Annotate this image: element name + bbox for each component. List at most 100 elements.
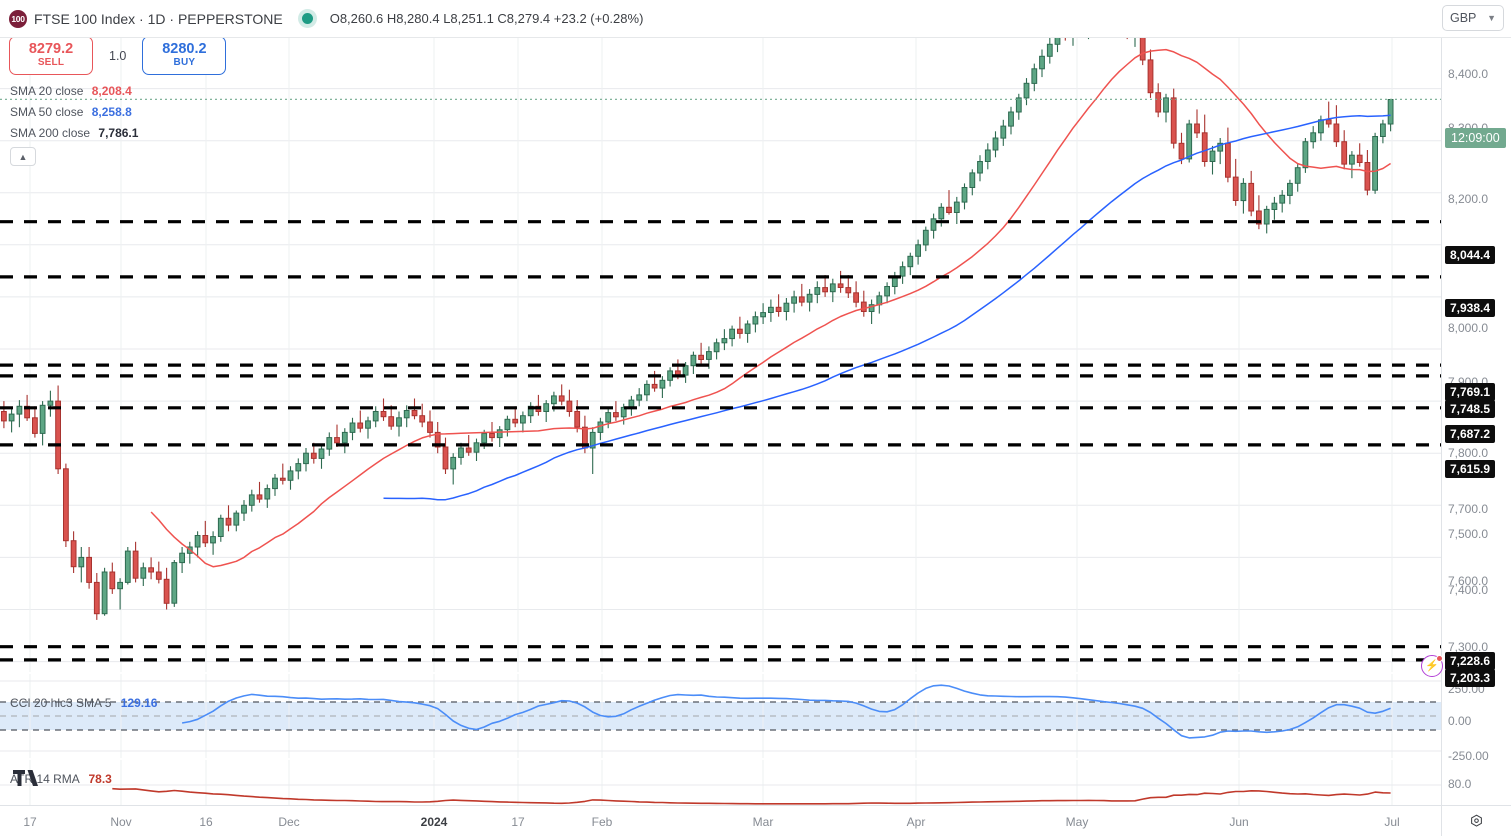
bar-countdown-tag: 12:09:00: [1445, 128, 1506, 148]
legend-sma-50[interactable]: SMA 50 close 8,258.8: [10, 105, 138, 119]
candle-body: [279, 477, 286, 481]
candle-body: [721, 338, 728, 344]
time-axis[interactable]: 17 Nov 16 Dec 2024 17 Feb Mar Apr May Jun Jul: [0, 805, 1511, 836]
candle-body: [132, 550, 139, 579]
candle-body: [798, 296, 805, 303]
candle-body: [953, 201, 960, 214]
time-axis-tick: Mar: [752, 815, 774, 829]
sell-price: 8279.2: [28, 41, 74, 58]
atr-indicator-pane[interactable]: [0, 760, 1441, 805]
symbol-logo-icon: 100: [9, 9, 27, 28]
candle-body: [272, 477, 278, 490]
price-level-tag[interactable]: 8,044.4: [1445, 246, 1496, 264]
cci-line: [181, 684, 1391, 739]
candle-body: [512, 418, 519, 424]
candle-body: [946, 206, 952, 214]
currency-select[interactable]: GBP ▼: [1442, 5, 1504, 31]
price-level-tag[interactable]: 7,748.5: [1445, 400, 1496, 418]
legend-cci[interactable]: CCI 20 hlc3 SMA 5 129.16: [10, 696, 157, 710]
sma-50-line: [383, 114, 1391, 501]
price-chart-pane[interactable]: [0, 0, 1441, 672]
lot-size-input[interactable]: 1.0: [109, 48, 127, 63]
time-axis-tick: Nov: [110, 815, 132, 829]
price-axis-tick: 7,400.0: [1448, 583, 1489, 597]
candle-body: [47, 400, 54, 406]
candle-body: [651, 383, 658, 389]
legend-sma-200[interactable]: SMA 200 close 7,786.1: [10, 126, 138, 140]
legend-sma-20[interactable]: SMA 20 close 8,208.4: [10, 84, 138, 98]
sell-button[interactable]: 8279.2 SELL: [9, 36, 93, 75]
price-alert-icon[interactable]: ⚡: [1421, 655, 1443, 677]
price-level-tag[interactable]: 7,769.1: [1445, 383, 1496, 401]
candle-body: [442, 446, 449, 470]
price-axis-tick: 7,500.0: [1448, 527, 1489, 541]
price-level-tag[interactable]: 7,687.2: [1445, 425, 1496, 443]
candle-body: [287, 470, 294, 481]
candle-body: [396, 417, 402, 427]
candle-body: [605, 412, 612, 423]
candle-body: [380, 411, 387, 418]
candle-body: [1039, 55, 1045, 70]
candle-body: [318, 448, 325, 459]
candle-body: [574, 411, 581, 428]
candle-body: [907, 255, 914, 268]
tradingview-logo: [12, 766, 46, 790]
candle-body: [434, 431, 441, 448]
candle-body: [1194, 123, 1200, 134]
candle-body: [698, 354, 705, 360]
price-axis-tick: 8,400.0: [1448, 67, 1489, 81]
price-level-tag[interactable]: 7,203.3: [1445, 669, 1496, 687]
candle-body: [303, 452, 309, 465]
candle-body: [860, 301, 867, 313]
price-axis-tick: 7,300.0: [1448, 640, 1489, 654]
price-axis-tick: 8,200.0: [1448, 192, 1489, 206]
candle-body: [566, 400, 573, 413]
candle-body: [210, 536, 216, 544]
legend-cci-value: 129.16: [120, 696, 158, 710]
chart-header: 100 FTSE 100 Index · 1D · PEPPERSTONE O8…: [0, 0, 1511, 38]
candle-body: [148, 567, 154, 573]
candle-body: [984, 149, 991, 162]
symbol-title[interactable]: FTSE 100 Index · 1D · PEPPERSTONE: [34, 10, 283, 27]
time-axis-tick: 17: [23, 815, 37, 829]
candle-body: [155, 571, 162, 580]
candle-body: [55, 400, 62, 470]
candle-body: [124, 550, 131, 583]
candle-body: [1294, 167, 1301, 184]
time-axis-tick: Feb: [591, 815, 613, 829]
collapse-legend-button[interactable]: ▲: [10, 147, 36, 166]
price-level-tag[interactable]: 7,615.9: [1445, 460, 1496, 478]
candle-body: [465, 447, 472, 453]
candle-body: [783, 302, 790, 313]
candle-body: [1147, 59, 1154, 94]
trade-buttons: 8279.2 SELL 1.0 8280.2 BUY: [9, 36, 227, 75]
candle-body: [1209, 150, 1216, 163]
candle-body: [806, 293, 813, 303]
candle-body: [403, 410, 410, 419]
candle-body: [915, 244, 922, 257]
candle-body: [1310, 132, 1317, 143]
price-level-tag[interactable]: 7,938.4: [1445, 299, 1496, 317]
candle-body: [791, 296, 798, 304]
indicator-axis-tick: 80.0: [1448, 777, 1472, 791]
candle-body: [357, 422, 364, 429]
candle-body: [1333, 123, 1340, 143]
candle-body: [489, 432, 495, 439]
candle-body: [341, 431, 348, 444]
legend-atr[interactable]: ATR 14 RMA 78.3: [10, 772, 112, 786]
buy-button[interactable]: 8280.2 BUY: [142, 36, 227, 75]
market-open-dot-icon: [301, 13, 313, 24]
candle-body: [117, 581, 123, 590]
candle-body: [388, 416, 395, 427]
reset-scale-glyph: [1471, 814, 1482, 827]
indicator-axis-tick: 0.00: [1448, 714, 1472, 728]
candle-body: [1232, 176, 1239, 202]
legend-cci-label: CCI 20 hlc3 SMA 5: [10, 696, 112, 710]
cci-indicator-pane[interactable]: [0, 674, 1441, 758]
price-axis[interactable]: 8,400.08,300.08,200.08,100.08,000.07,900…: [1441, 0, 1511, 805]
candle-body: [543, 403, 550, 413]
price-level-tag[interactable]: 7,228.6: [1445, 652, 1496, 670]
candle-body: [101, 571, 108, 615]
reset-scale-icon[interactable]: [1441, 806, 1511, 836]
candle-body: [775, 306, 782, 312]
